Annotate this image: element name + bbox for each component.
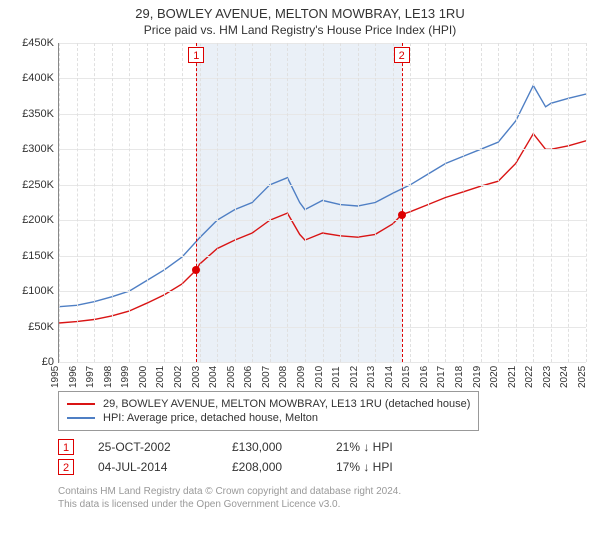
- y-tick-label: £450K: [10, 37, 54, 49]
- page-title: 29, BOWLEY AVENUE, MELTON MOWBRAY, LE13 …: [0, 6, 600, 21]
- x-tick-label: 2023: [542, 366, 553, 388]
- plot-area: 12: [58, 43, 586, 363]
- sale-date: 04-JUL-2014: [98, 460, 208, 474]
- sale-marker-dot: [192, 266, 200, 274]
- x-tick-label: 2016: [419, 366, 430, 388]
- x-axis-labels: 1995199619971998199920002001200220032004…: [58, 363, 586, 383]
- y-tick-label: £100K: [10, 285, 54, 297]
- sale-hpi-delta: 17% ↓ HPI: [336, 460, 393, 474]
- y-axis-labels: £0£50K£100K£150K£200K£250K£300K£350K£400…: [10, 43, 54, 363]
- y-tick-label: £250K: [10, 179, 54, 191]
- y-tick-label: £200K: [10, 214, 54, 226]
- x-tick-label: 1995: [50, 366, 61, 388]
- footer-line-1: Contains HM Land Registry data © Crown c…: [58, 485, 588, 498]
- sale-number-box: 1: [58, 439, 74, 455]
- y-tick-label: £150K: [10, 250, 54, 262]
- x-tick-label: 2007: [261, 366, 272, 388]
- x-tick-label: 2022: [524, 366, 535, 388]
- legend-label: 29, BOWLEY AVENUE, MELTON MOWBRAY, LE13 …: [103, 398, 470, 410]
- x-tick-label: 2019: [472, 366, 483, 388]
- x-tick-label: 2001: [155, 366, 166, 388]
- x-tick-label: 2010: [314, 366, 325, 388]
- legend-swatch: [67, 417, 95, 419]
- sale-row: 1 25-OCT-2002 £130,000 21% ↓ HPI: [58, 439, 588, 455]
- legend-row: 29, BOWLEY AVENUE, MELTON MOWBRAY, LE13 …: [67, 398, 470, 410]
- sale-price: £130,000: [232, 440, 312, 454]
- x-tick-label: 2017: [436, 366, 447, 388]
- page-subtitle: Price paid vs. HM Land Registry's House …: [0, 23, 600, 37]
- y-tick-label: £300K: [10, 143, 54, 155]
- sale-number-box: 2: [58, 459, 74, 475]
- x-tick-label: 2024: [559, 366, 570, 388]
- x-tick-label: 1998: [103, 366, 114, 388]
- sale-row: 2 04-JUL-2014 £208,000 17% ↓ HPI: [58, 459, 588, 475]
- x-tick-label: 2025: [577, 366, 588, 388]
- x-tick-label: 2003: [191, 366, 202, 388]
- x-tick-label: 1999: [120, 366, 131, 388]
- x-tick-label: 2018: [454, 366, 465, 388]
- footer-line-2: This data is licensed under the Open Gov…: [58, 498, 588, 511]
- sale-marker-dot: [398, 211, 406, 219]
- sale-marker-box: 2: [394, 47, 410, 63]
- x-tick-label: 2002: [173, 366, 184, 388]
- sale-date: 25-OCT-2002: [98, 440, 208, 454]
- x-tick-label: 2000: [138, 366, 149, 388]
- legend-swatch: [67, 403, 95, 405]
- y-tick-label: £50K: [10, 321, 54, 333]
- x-tick-label: 1997: [85, 366, 96, 388]
- x-tick-label: 2020: [489, 366, 500, 388]
- footer-attribution: Contains HM Land Registry data © Crown c…: [58, 485, 588, 511]
- price-chart: £0 £50K £100K £150K £200K £250K £300K £350K £400…: [10, 43, 590, 383]
- x-tick-label: 2005: [226, 366, 237, 388]
- sale-marker-box: 1: [188, 47, 204, 63]
- y-tick-label: £0: [10, 356, 54, 368]
- x-tick-label: 2021: [507, 366, 518, 388]
- x-tick-label: 2004: [208, 366, 219, 388]
- x-tick-label: 2015: [401, 366, 412, 388]
- sale-hpi-delta: 21% ↓ HPI: [336, 440, 393, 454]
- x-tick-label: 2012: [349, 366, 360, 388]
- x-tick-label: 1996: [68, 366, 79, 388]
- sales-table: 1 25-OCT-2002 £130,000 21% ↓ HPI 2 04-JUL-201…: [58, 439, 588, 475]
- x-tick-label: 2008: [278, 366, 289, 388]
- legend-label: HPI: Average price, detached house, Melt…: [103, 412, 318, 424]
- sale-price: £208,000: [232, 460, 312, 474]
- x-tick-label: 2013: [366, 366, 377, 388]
- x-tick-label: 2006: [243, 366, 254, 388]
- legend: 29, BOWLEY AVENUE, MELTON MOWBRAY, LE13 …: [58, 391, 479, 431]
- x-tick-label: 2009: [296, 366, 307, 388]
- x-tick-label: 2011: [331, 366, 342, 388]
- x-tick-label: 2014: [384, 366, 395, 388]
- y-tick-label: £350K: [10, 108, 54, 120]
- y-tick-label: £400K: [10, 72, 54, 84]
- legend-row: HPI: Average price, detached house, Melt…: [67, 412, 470, 424]
